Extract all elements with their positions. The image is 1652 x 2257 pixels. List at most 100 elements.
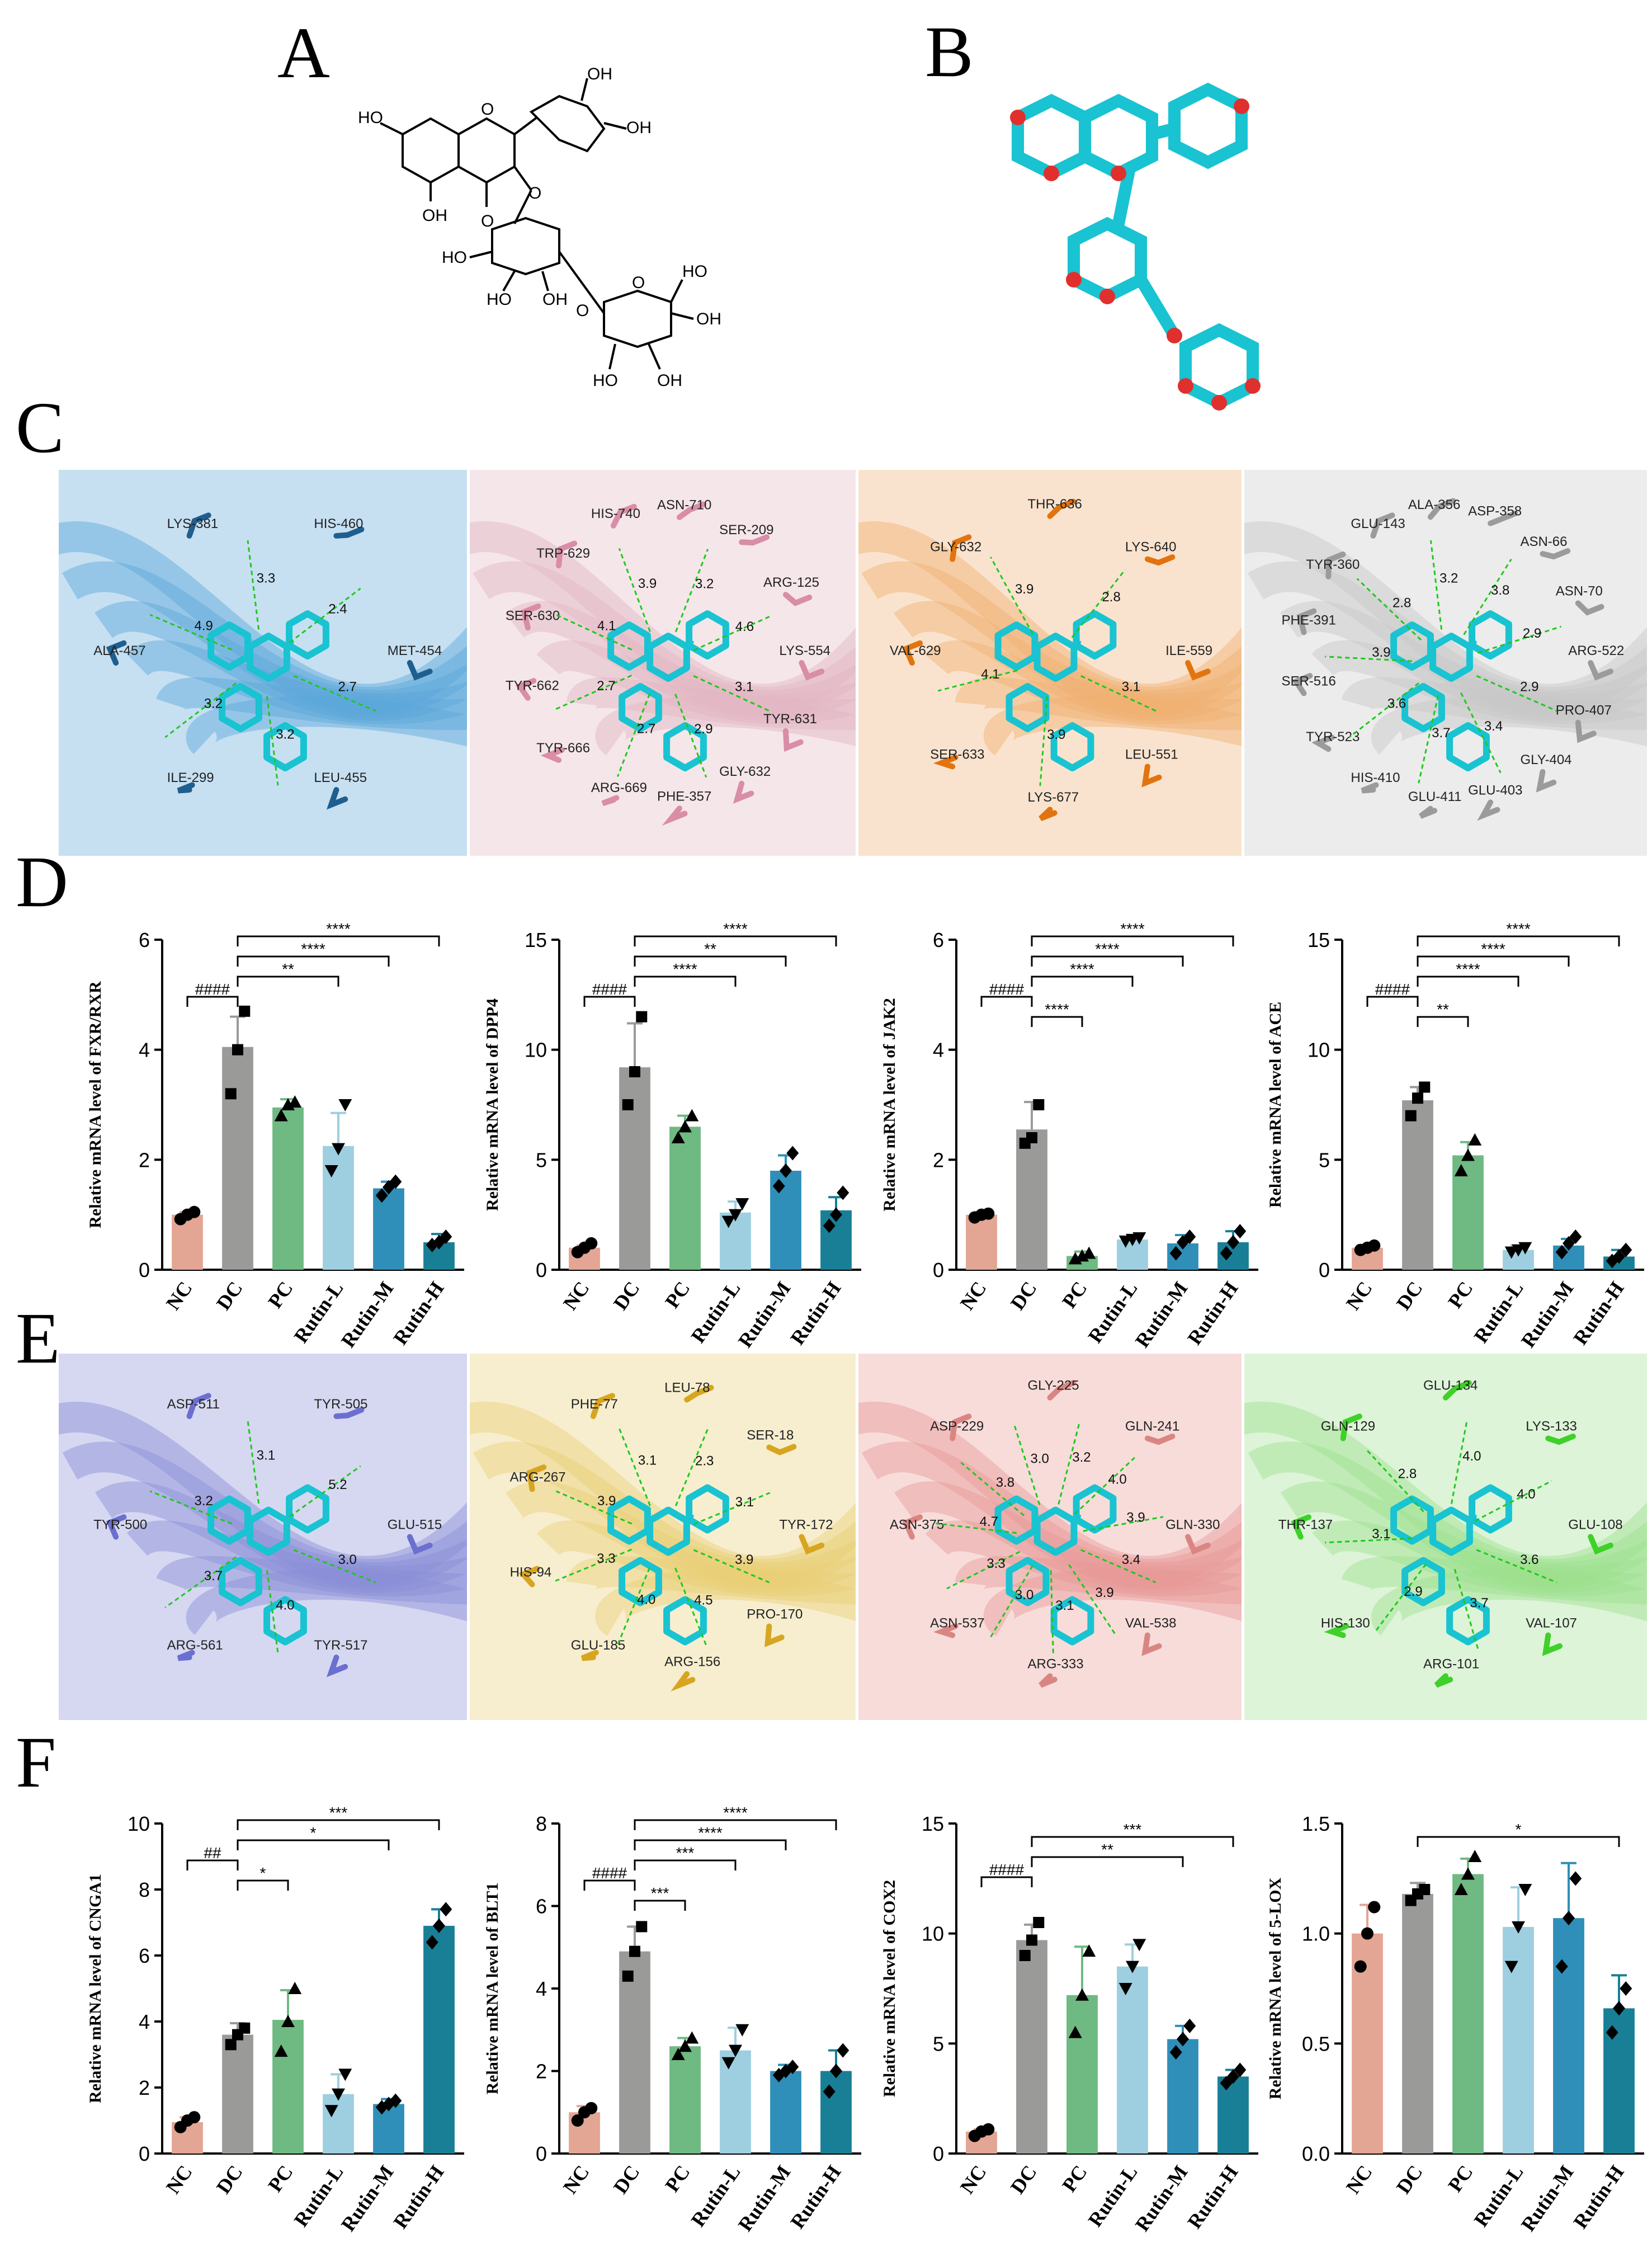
significance-bracket — [1417, 976, 1519, 987]
residue-label: ARG-101 — [1423, 1656, 1479, 1671]
protein-ribbon — [126, 1520, 467, 1597]
residue-label: GLU-411 — [1408, 789, 1462, 804]
data-point — [1019, 1950, 1031, 1961]
distance-label: 3.1 — [735, 680, 753, 695]
y-tick-label: 1.5 — [1302, 1812, 1330, 1835]
bar-chart: Relative mRNA level of CNGA1 0 2 4 6 8 10 NC DC P… — [78, 1804, 487, 2257]
hbond-line — [990, 557, 1033, 635]
bar-chart: Relative mRNA level of DPP4 0 5 10 15 NC DC PC R… — [475, 920, 884, 1373]
y-tick-label: 2 — [536, 2060, 547, 2083]
docking-image-blt1: TYR-172 PRO-170 ARG-156 GLU-185 HIS-94 ARG-26… — [470, 1354, 856, 1720]
y-tick-label: 2 — [933, 1148, 944, 1171]
ligand-sticks — [607, 1484, 729, 1646]
data-point — [1569, 1871, 1582, 1886]
data-point — [685, 1109, 699, 1122]
residue-sticks — [407, 1534, 433, 1555]
residue-label: PRO-407 — [1556, 703, 1612, 718]
bar — [720, 2050, 751, 2154]
significance-label: **** — [301, 940, 325, 958]
data-point — [239, 2022, 251, 2034]
docking-image-jak2: ILE-559 LEU-551 LYS-677 SER-633 VAL-629 GLY-6… — [858, 470, 1242, 856]
data-point — [1169, 2045, 1182, 2060]
x-tick-label: Rutin-M — [1517, 2161, 1578, 2236]
residue-label: ILE-559 — [1165, 643, 1212, 658]
distance-label: 4.0 — [276, 1598, 294, 1613]
data-point — [1227, 1234, 1239, 1250]
residue-label: GLN-241 — [1125, 1419, 1179, 1434]
residue-label: GLN-330 — [1165, 1518, 1220, 1533]
distance-label: 2.8 — [1398, 1466, 1417, 1481]
residue-sticks — [601, 795, 620, 807]
hbond-line — [289, 1465, 361, 1518]
residue-sticks — [1325, 551, 1346, 579]
bar — [1402, 1893, 1433, 2154]
y-axis-label: Relative mRNA level of 5-LOX — [1266, 1877, 1285, 2099]
data-point — [678, 1120, 692, 1133]
hbond-line — [555, 1548, 632, 1582]
hbond-line — [1429, 540, 1443, 630]
data-point — [1033, 1917, 1045, 1928]
protein-ribbon — [536, 640, 856, 724]
x-tick-label: Rutin-H — [786, 1278, 845, 1349]
data-point — [837, 2043, 849, 2058]
residue-sticks — [1443, 1380, 1472, 1401]
significance-bracket — [634, 1859, 737, 1870]
hbond-line — [149, 1490, 233, 1525]
y-tick-label: 0 — [1319, 1259, 1330, 1281]
x-tick-label: Rutin-M — [1131, 1278, 1192, 1352]
hbond-line — [1453, 1568, 1479, 1650]
y-axis-label: Relative mRNA level of ACE — [1266, 1002, 1285, 1208]
atom-label: O — [481, 212, 494, 230]
data-point — [636, 1011, 648, 1023]
data-point — [1620, 1242, 1632, 1257]
docking-image-fxrrxr: MET-454 LEU-455 ILE-299 ALA-457 LYS-381 HIS-4… — [59, 470, 467, 856]
bar — [423, 1925, 455, 2154]
significance-bracket — [980, 1876, 1033, 1887]
significance-label: #### — [195, 981, 230, 998]
residue-sticks — [106, 1514, 127, 1540]
residue-sticks — [177, 1650, 195, 1661]
y-tick-label: 5 — [1319, 1148, 1330, 1171]
residue-label: VAL-107 — [1526, 1615, 1577, 1631]
x-tick-label: PC — [263, 1278, 297, 1312]
residue-label: GLU-515 — [388, 1518, 442, 1533]
residue-sticks — [1296, 608, 1317, 635]
significance-bracket — [1031, 935, 1234, 946]
data-point — [225, 1088, 237, 1100]
data-point — [1183, 1229, 1196, 1244]
bar-chart: Relative mRNA level of 5-LOX 0.0 0.5 1.0 1.5… — [1258, 1812, 1652, 2257]
distance-label: 4.0 — [1517, 1487, 1535, 1502]
error-bar — [1074, 1945, 1090, 1995]
bar — [1066, 1995, 1098, 2154]
x-tick-label: PC — [263, 2161, 297, 2196]
y-axis-label: Relative mRNA level of JAK2 — [880, 998, 899, 1212]
data-point — [1354, 1960, 1367, 1973]
protein-ribbon — [1341, 677, 1647, 730]
residue-label: HIS-410 — [1351, 770, 1400, 785]
panel-label-a: A — [277, 13, 330, 93]
significance-label: *** — [1124, 1821, 1142, 1838]
bar — [222, 1047, 253, 1270]
residue-sticks — [1588, 660, 1614, 681]
protein-ribbon — [1312, 1520, 1647, 1597]
x-tick-label: DC — [1392, 2161, 1427, 2198]
data-point — [1234, 1224, 1247, 1239]
hbond-line — [674, 1567, 707, 1646]
residue-sticks — [1488, 511, 1518, 526]
residue-sticks — [326, 787, 348, 810]
significance-label: **** — [723, 920, 748, 937]
residue-sticks — [1542, 1632, 1563, 1656]
x-tick-label: PC — [1443, 1278, 1477, 1312]
hbond-line — [936, 1523, 1017, 1534]
residue-sticks — [950, 1413, 972, 1441]
residue-label: TYR-517 — [314, 1638, 367, 1653]
significance-bracket — [634, 935, 837, 946]
hbond-line — [946, 1551, 1021, 1590]
data-point — [1368, 1239, 1381, 1252]
hbond-line — [693, 1549, 770, 1584]
residue-sticks — [782, 592, 813, 606]
atom-label: OH — [626, 119, 652, 137]
y-tick-label: 5 — [933, 2032, 944, 2055]
data-point — [324, 2105, 338, 2118]
x-tick-label: DC — [1006, 1278, 1041, 1314]
